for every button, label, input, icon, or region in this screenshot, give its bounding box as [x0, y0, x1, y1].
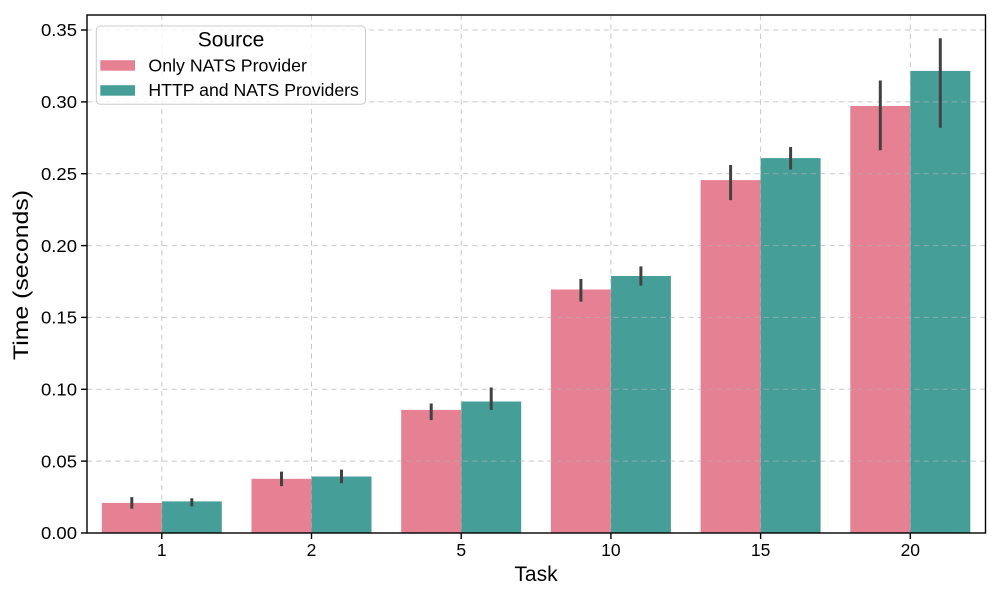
svg-text:15: 15	[751, 540, 770, 560]
svg-text:Task: Task	[514, 563, 558, 586]
svg-text:0.30: 0.30	[41, 92, 77, 112]
svg-text:Time (seconds): Time (seconds)	[10, 190, 33, 360]
svg-text:Source: Source	[198, 29, 265, 52]
svg-text:Only NATS Provider: Only NATS Provider	[148, 55, 307, 75]
svg-text:2: 2	[307, 540, 317, 560]
svg-text:0.35: 0.35	[41, 20, 77, 40]
svg-text:0.20: 0.20	[41, 236, 77, 256]
svg-text:0.05: 0.05	[41, 451, 77, 471]
svg-text:0.10: 0.10	[41, 380, 77, 400]
svg-text:5: 5	[456, 540, 466, 560]
svg-text:HTTP and NATS Providers: HTTP and NATS Providers	[148, 80, 359, 100]
svg-text:0.15: 0.15	[41, 308, 77, 328]
svg-text:20: 20	[901, 540, 921, 560]
svg-text:10: 10	[601, 540, 621, 560]
svg-text:1: 1	[157, 540, 167, 560]
svg-text:0.00: 0.00	[41, 523, 77, 543]
svg-text:0.25: 0.25	[41, 164, 77, 184]
